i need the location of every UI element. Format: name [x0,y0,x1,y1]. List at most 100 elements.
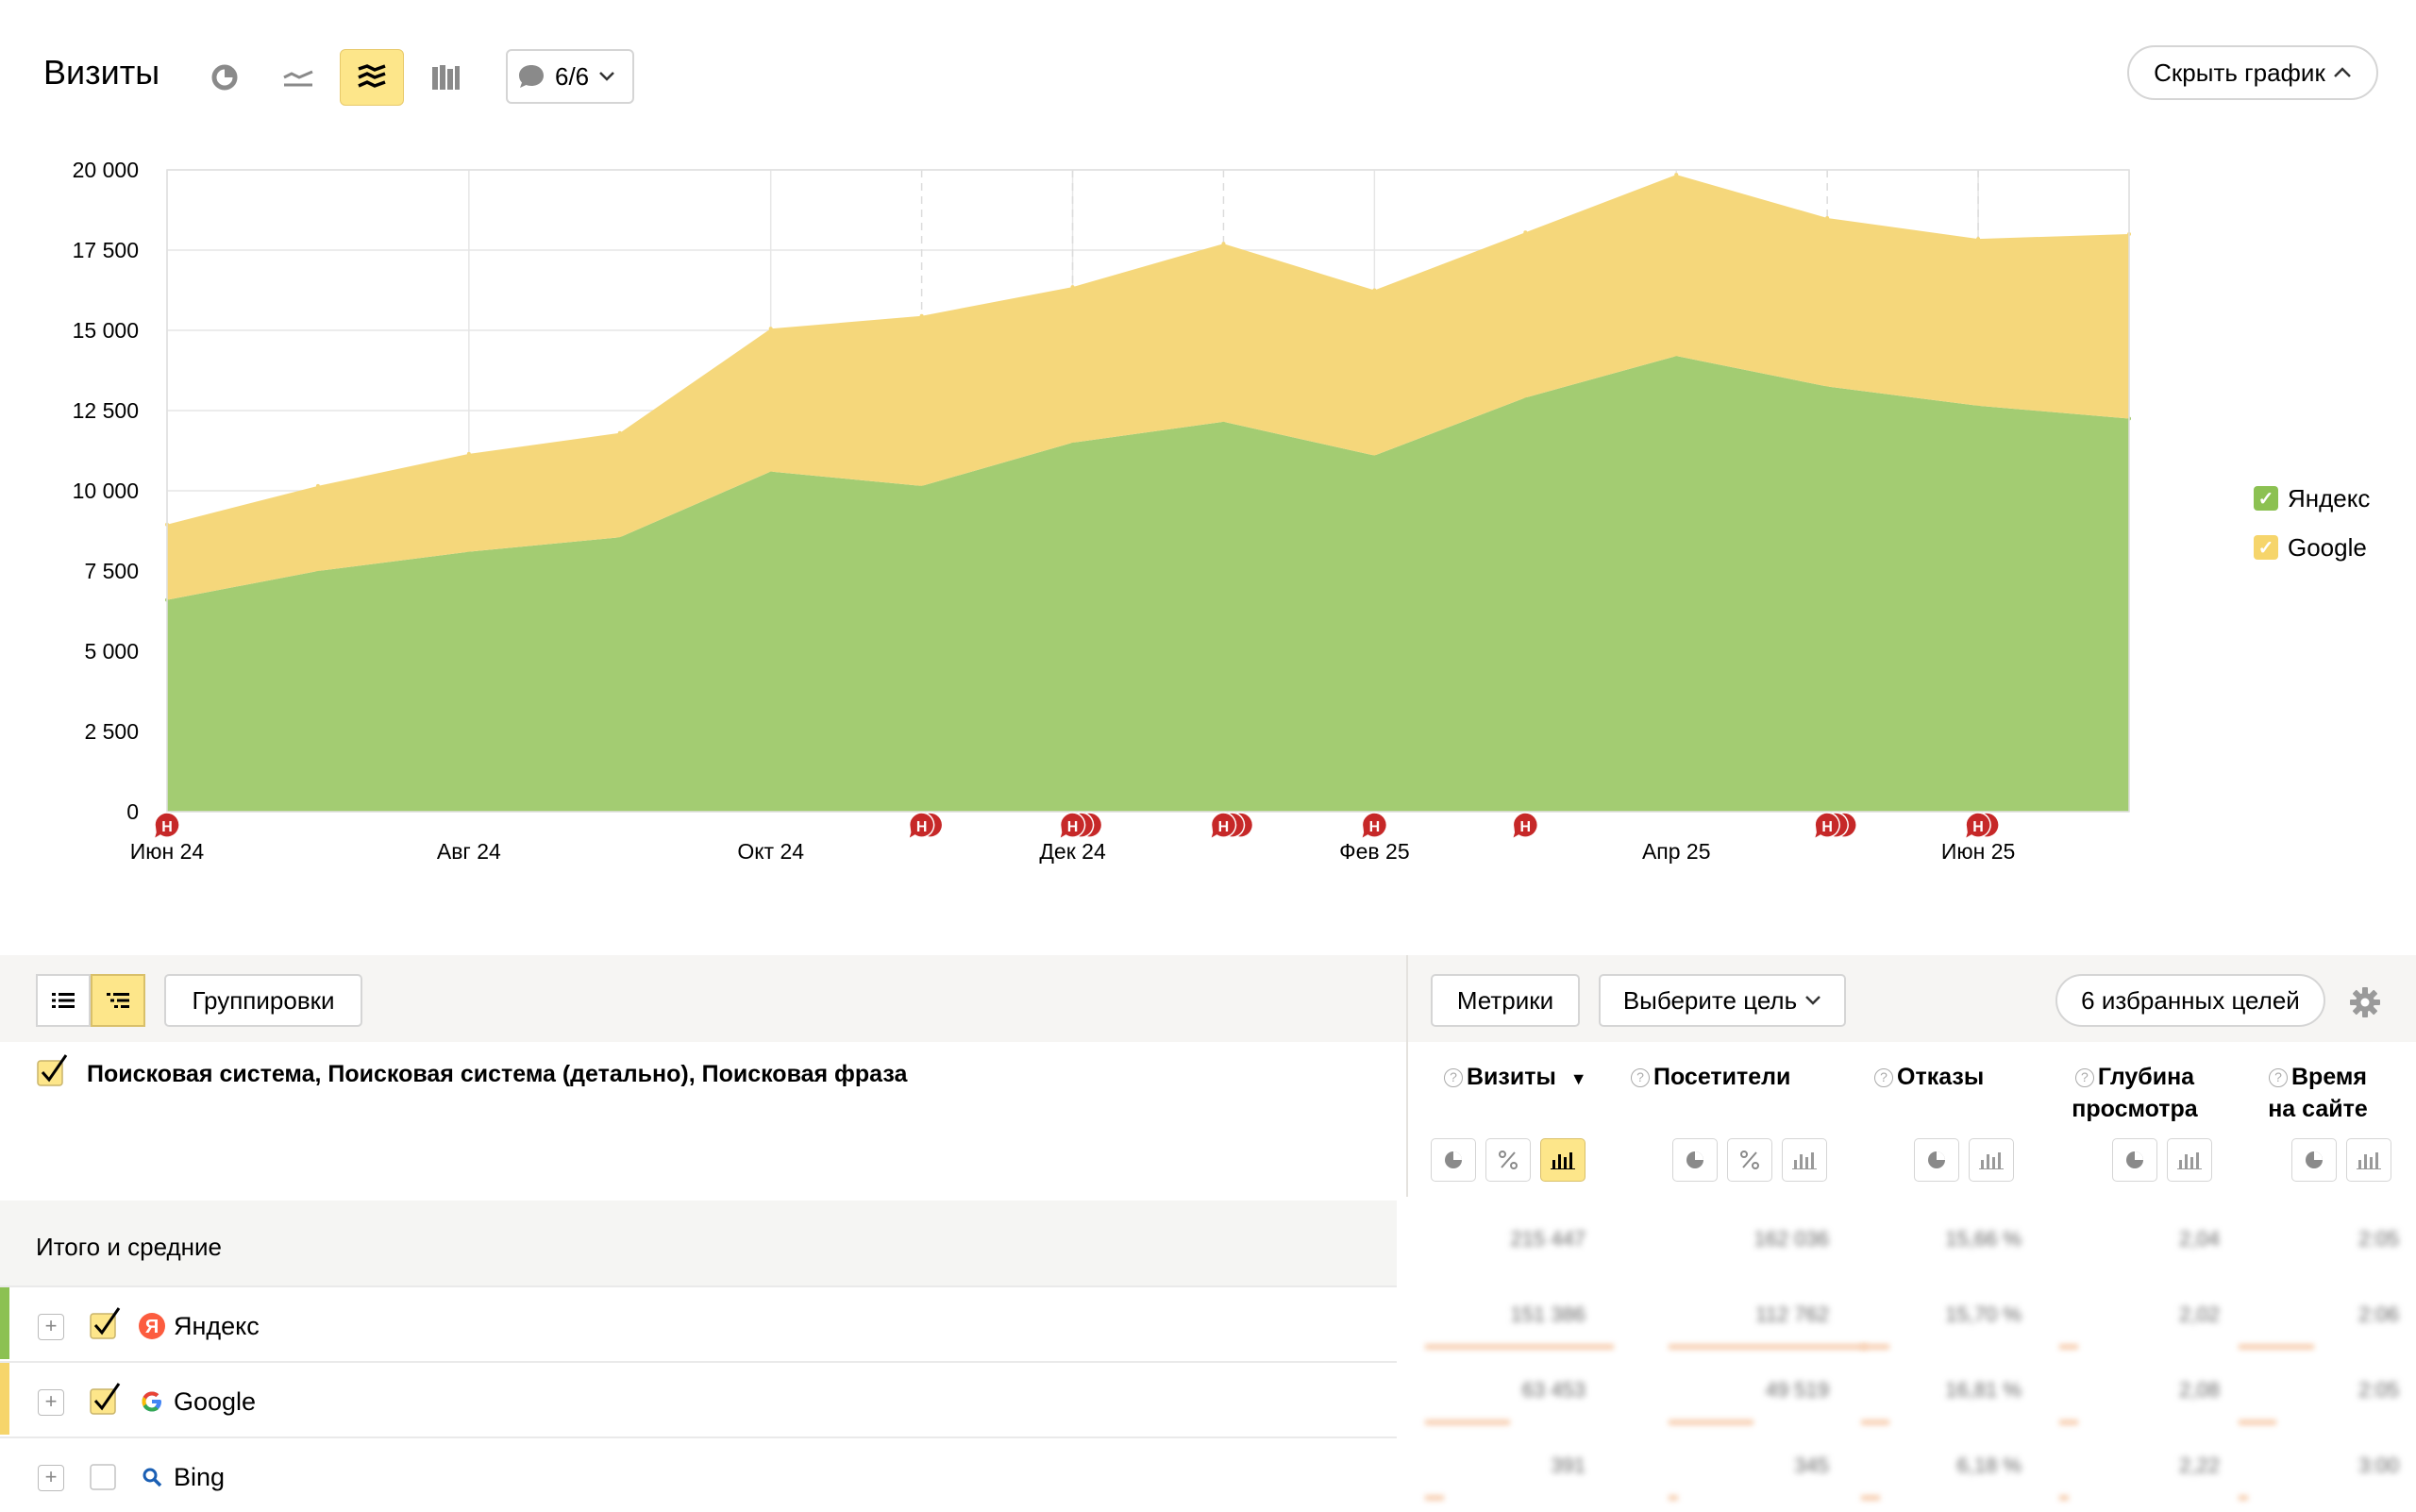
groupings-button[interactable]: Группировки [164,974,362,1027]
svg-text:Н: Н [1218,819,1230,835]
note-marker-icon[interactable]: Н [1360,812,1388,841]
row-divider [0,1285,1397,1287]
notes-count: 6/6 [555,61,590,91]
row-label[interactable]: Bing [174,1463,226,1491]
row-color-marker [0,1287,9,1359]
data-point [919,313,924,318]
note-marker-icon[interactable]: Н [1963,812,1991,841]
visits-chart: 0 2 500 5 000 7 500 10 000 12 500 15 000 17 500… [73,158,2131,864]
y-tick-label: 12 500 [73,398,139,423]
column-title-line2: на сайте [2268,1096,2368,1122]
pie-toggle-icon[interactable] [1672,1138,1718,1182]
column-title-line2: просмотра [2072,1096,2198,1122]
bar-chart-icon[interactable] [413,49,478,106]
expand-icon[interactable]: + [38,1389,64,1416]
series-area-yandex [167,356,2129,812]
goal-select[interactable]: Выберите цель [1599,974,1846,1027]
column-header-time[interactable]: ? Время на сайте [2257,1061,2378,1125]
metric-value: 2,04 [2179,1227,2220,1251]
help-icon[interactable]: ? [1874,1068,1893,1087]
tree-view-button[interactable] [91,974,145,1027]
column-title: Визиты [1467,1064,1556,1090]
stacked-area-icon[interactable] [340,49,404,106]
svg-text:Н: Н [1972,819,1984,835]
metrics-values-area: 215 447 162 036 15,66 % 2,04 2:05 151 386 112 … [1406,1201,2416,1512]
legend-label: Яндекс [2288,483,2371,512]
note-marker-icon[interactable]: Н [1058,812,1086,841]
metric-bar [1425,1420,1510,1425]
dimensions-title[interactable]: Поисковая система, Поисковая система (де… [87,1061,908,1087]
row-label[interactable]: Яндекс [174,1312,260,1340]
bars-toggle-icon[interactable] [2167,1138,2212,1182]
column-title: Глубина [2097,1064,2195,1090]
svg-text:Н: Н [1067,819,1079,835]
plot-frame [166,169,2130,813]
percent-toggle-icon[interactable] [1485,1138,1531,1182]
bars-toggle-icon[interactable] [2346,1138,2391,1182]
column-title: Время [2291,1064,2367,1090]
hide-chart-button[interactable]: Скрыть график [2127,45,2378,100]
legend-checkbox-icon: ✓ [2254,486,2278,511]
svg-text:Я: Я [145,1317,159,1337]
expand-icon[interactable]: + [38,1465,64,1491]
data-point [1674,173,1679,177]
column-title: Посетители [1653,1064,1791,1090]
svg-text:Н: Н [161,819,173,835]
note-marker-icon[interactable]: Н [1812,812,1840,841]
list-icon [52,993,75,1008]
metric-value: 16,81 % [1945,1378,2022,1402]
list-view-button[interactable] [36,974,91,1027]
data-point [1976,237,1981,242]
column-header-visitors[interactable]: ? Посетители [1631,1061,1790,1093]
legend-item-yandex[interactable]: ✓ Яндекс [2254,474,2370,523]
column-title: Отказы [1897,1064,1985,1090]
column-header-visits[interactable]: ? Визиты ▼ [1444,1061,1587,1095]
bars-toggle-icon[interactable] [1782,1138,1827,1182]
help-icon[interactable]: ? [2269,1068,2288,1087]
svg-text:Н: Н [1369,819,1381,835]
x-tick-label: Фев 25 [1339,839,1409,864]
metric-bar [2059,1420,2078,1425]
pie-toggle-icon[interactable] [2112,1138,2157,1182]
legend-item-google[interactable]: ✓ Google [2254,523,2370,572]
note-marker-icon[interactable]: Н [1511,812,1539,841]
metric-value: 6,18 % [1956,1453,2022,1477]
metrics-button[interactable]: Метрики [1431,974,1580,1027]
metric-bar [1669,1420,1753,1425]
help-icon[interactable]: ? [1631,1068,1650,1087]
metric-value: 3:00 [2358,1453,2399,1477]
row-label[interactable]: Google [174,1387,257,1416]
note-marker-icon[interactable]: Н [152,812,180,841]
line-chart-icon[interactable] [266,49,330,106]
pie-toggle-icon[interactable] [1914,1138,1959,1182]
pie-toggle-icon[interactable] [2291,1138,2337,1182]
pie-toggle-icon[interactable] [1431,1138,1476,1182]
help-icon[interactable]: ? [2074,1068,2094,1087]
x-tick-label: Авг 24 [437,839,501,864]
yandex-logo-icon: Я [138,1312,166,1340]
note-marker-icon[interactable]: Н [1209,812,1237,841]
row-checkbox[interactable] [89,1306,123,1340]
metric-bar [2239,1420,2276,1425]
bars-toggle-icon[interactable] [1969,1138,2014,1182]
metric-value: 2:05 [2358,1378,2399,1402]
favorite-goals-button[interactable]: 6 избранных целей [2055,974,2325,1027]
metric-value: 345 [1794,1453,1829,1477]
column-header-bounces[interactable]: ? Отказы [1874,1061,1984,1093]
y-tick-label: 10 000 [73,479,139,503]
row-checkbox[interactable] [89,1457,123,1491]
bars-toggle-icon[interactable] [1540,1138,1586,1182]
google-logo-icon [138,1387,166,1416]
percent-toggle-icon[interactable] [1727,1138,1772,1182]
pie-chart-icon[interactable] [193,49,257,106]
gear-icon[interactable] [2348,985,2382,1019]
row-checkbox[interactable] [89,1382,123,1416]
metrics-label: Метрики [1456,985,1554,1015]
column-header-depth[interactable]: ? Глубина просмотра [2061,1061,2208,1125]
dimensions-checkbox[interactable] [36,1053,70,1087]
help-icon[interactable]: ? [1444,1068,1463,1087]
expand-icon[interactable]: + [38,1314,64,1340]
notes-dropdown[interactable]: 6/6 [506,49,634,104]
note-marker-icon[interactable]: Н [907,812,935,841]
data-point [617,430,622,435]
